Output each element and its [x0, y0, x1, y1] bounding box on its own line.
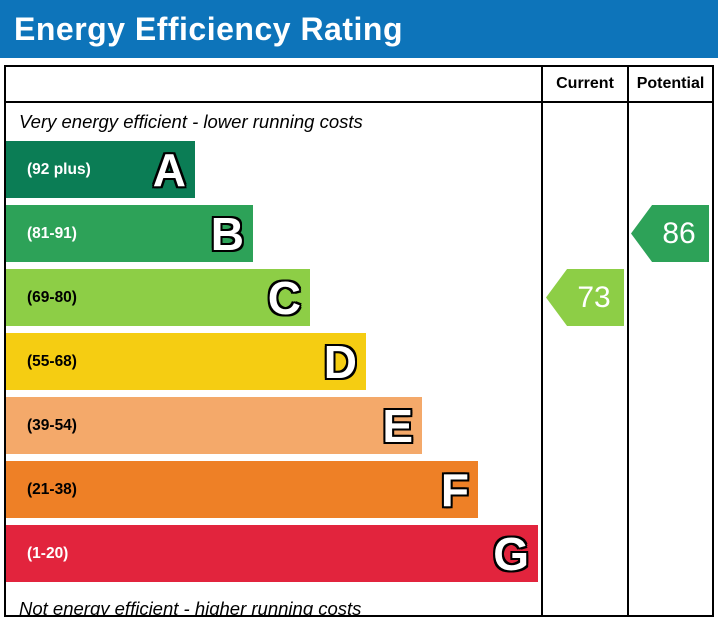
header-spacer [6, 67, 541, 103]
page-title: Energy Efficiency Rating [14, 10, 403, 47]
current-rating-arrow: 73 [546, 269, 624, 326]
rating-value: 73 [577, 280, 611, 314]
rating-table: Current Potential Very energy efficient … [4, 65, 714, 617]
potential-column: 86 [627, 103, 712, 615]
band-range-label: (55-68) [27, 352, 77, 370]
band-letter: C [267, 271, 301, 324]
bands-area: Very energy efficient - lower running co… [6, 103, 541, 615]
band-letter: E [382, 399, 413, 452]
band-row: (92 plus) A [6, 141, 541, 205]
band-bar: (69-80) C [6, 269, 310, 326]
title-bar: Energy Efficiency Rating [0, 0, 718, 58]
band-letter: D [323, 335, 357, 388]
band-row: (81-91) B [6, 205, 541, 269]
band-range-label: (92 plus) [27, 160, 91, 178]
band-range-label: (81-91) [27, 224, 77, 242]
potential-rating-arrow: 86 [631, 205, 709, 262]
header-current: Current [541, 67, 627, 103]
band-letter: B [210, 207, 244, 260]
band-row: (69-80) C [6, 269, 541, 333]
header-potential: Potential [627, 67, 712, 103]
bottom-caption: Not energy efficient - higher running co… [19, 598, 362, 615]
band-bar: (39-54) E [6, 397, 422, 454]
band-row: (1-20) G [6, 525, 541, 589]
band-bar: (92 plus) A [6, 141, 195, 198]
band-bar: (21-38) F [6, 461, 478, 518]
band-letter: A [152, 143, 186, 196]
band-range-label: (1-20) [27, 544, 69, 562]
rating-value: 86 [662, 216, 696, 250]
band-bar: (81-91) B [6, 205, 253, 262]
band-bar: (1-20) G [6, 525, 538, 582]
band-range-label: (39-54) [27, 416, 77, 434]
band-row: (21-38) F [6, 461, 541, 525]
band-letter: F [440, 463, 469, 516]
top-caption: Very energy efficient - lower running co… [19, 111, 363, 132]
band-range-label: (21-38) [27, 480, 77, 498]
band-bar: (55-68) D [6, 333, 366, 390]
current-column: 73 [541, 103, 627, 615]
band-range-label: (69-80) [27, 288, 77, 306]
bands-container: (92 plus) A (81-91) B (69-80) C (55-68) … [6, 141, 541, 589]
band-row: (55-68) D [6, 333, 541, 397]
band-row: (39-54) E [6, 397, 541, 461]
band-letter: G [493, 527, 529, 580]
